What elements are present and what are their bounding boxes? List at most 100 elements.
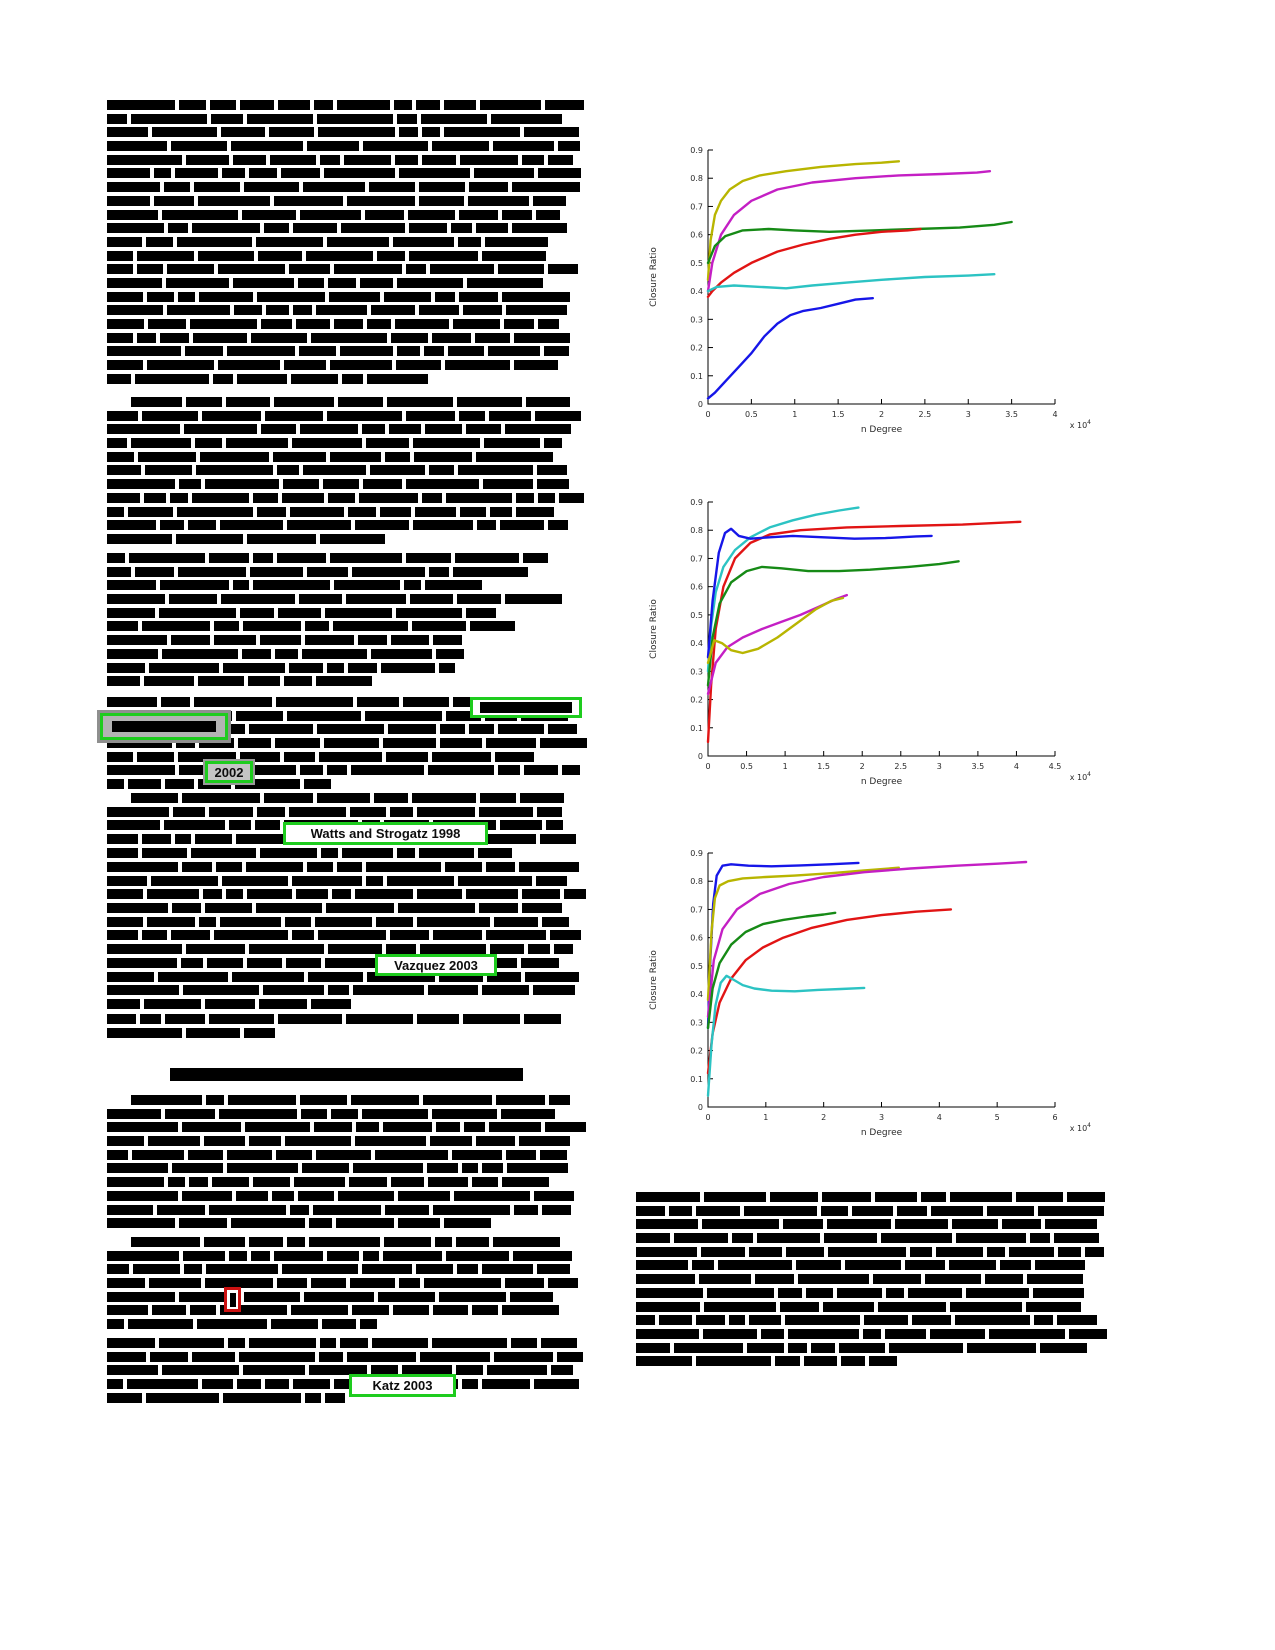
redacted-character — [229, 1292, 236, 1307]
citation-highlight-2002: 2002 — [205, 761, 253, 783]
redacted-text-line — [107, 1250, 587, 1261]
redacted-text-line — [107, 862, 587, 872]
redacted-text-line — [636, 1192, 1110, 1202]
redacted-text-block — [107, 553, 587, 690]
svg-text:x 104: x 104 — [1070, 1122, 1091, 1133]
citation-label: Watts and Strogatz 1998 — [310, 826, 461, 841]
redacted-text-line — [107, 738, 587, 749]
svg-text:0.5: 0.5 — [745, 410, 758, 419]
redacted-text-line — [107, 806, 587, 817]
redacted-citation-text — [111, 721, 217, 732]
redacted-text-block — [107, 765, 587, 792]
redacted-text-line — [107, 168, 587, 179]
redacted-text-block — [107, 1014, 587, 1041]
redacted-text-block — [107, 397, 587, 548]
redacted-text-block — [107, 100, 587, 387]
redacted-text-line — [107, 944, 587, 955]
svg-text:0.4: 0.4 — [690, 287, 703, 296]
redacted-text-line — [107, 451, 587, 462]
svg-text:1: 1 — [783, 762, 788, 771]
svg-text:1.5: 1.5 — [832, 410, 845, 419]
svg-text:2: 2 — [879, 410, 884, 419]
redacted-text-line — [636, 1342, 1110, 1353]
redacted-text-line — [131, 397, 587, 407]
svg-text:0.7: 0.7 — [690, 554, 703, 563]
svg-text:0.8: 0.8 — [690, 526, 703, 535]
svg-text:Closure Ratio: Closure Ratio — [649, 247, 659, 307]
svg-text:0.5: 0.5 — [740, 762, 753, 771]
redacted-text-line — [107, 332, 587, 343]
redacted-text-line — [107, 250, 587, 261]
redacted-text-line — [107, 957, 587, 968]
redacted-text-line — [636, 1274, 1110, 1285]
redacted-text-line — [107, 291, 587, 302]
svg-text:0: 0 — [698, 752, 703, 761]
redacted-text-line — [107, 778, 587, 789]
svg-text:0.2: 0.2 — [690, 344, 703, 353]
svg-text:4: 4 — [1014, 762, 1019, 771]
redacted-citation-text — [480, 702, 572, 713]
redacted-text-line — [107, 1338, 587, 1348]
redacted-text-line — [107, 566, 587, 577]
redacted-text-line — [107, 182, 587, 193]
svg-text:0.3: 0.3 — [690, 667, 703, 676]
redacted-text-line — [107, 1218, 587, 1229]
citation-label: 2002 — [214, 764, 244, 780]
svg-text:Closure Ratio: Closure Ratio — [649, 950, 659, 1010]
redacted-text-line — [107, 209, 587, 220]
redacted-text-line — [107, 533, 587, 544]
citation-label: Katz 2003 — [372, 1378, 433, 1393]
svg-text:0.7: 0.7 — [690, 905, 703, 914]
svg-text:n Degree: n Degree — [861, 777, 903, 787]
svg-text:0: 0 — [705, 762, 710, 771]
redacted-text-line — [107, 1365, 587, 1376]
redacted-text-line — [107, 1278, 587, 1289]
redacted-text-line — [636, 1233, 1110, 1244]
redacted-text-block — [107, 1095, 587, 1232]
svg-text:0.2: 0.2 — [690, 696, 703, 705]
redacted-text-line — [107, 1122, 587, 1133]
redacted-text-line — [107, 1379, 587, 1390]
redacted-text-line — [131, 1237, 587, 1247]
redacted-text-line — [107, 506, 587, 517]
redacted-text-line — [107, 1027, 587, 1038]
svg-text:0.9: 0.9 — [690, 146, 703, 155]
redacted-text-line — [107, 100, 587, 110]
redacted-text-line — [636, 1287, 1110, 1298]
redacted-text-line — [107, 847, 587, 858]
svg-text:0.3: 0.3 — [690, 1018, 703, 1027]
redacted-text-block — [636, 1192, 1110, 1370]
svg-text:0.1: 0.1 — [690, 724, 703, 733]
redacted-text-line — [107, 264, 587, 275]
redacted-text-line — [107, 635, 587, 646]
redacted-text-line — [107, 424, 587, 435]
svg-text:2.5: 2.5 — [894, 762, 907, 771]
redacted-text-line — [107, 889, 587, 900]
svg-text:0.1: 0.1 — [690, 372, 703, 381]
svg-text:x 104: x 104 — [1070, 419, 1091, 430]
svg-text:1: 1 — [792, 410, 797, 419]
redacted-text-line — [107, 580, 587, 591]
redacted-text-line — [107, 305, 587, 316]
redacted-text-block — [107, 862, 587, 1013]
svg-text:0.6: 0.6 — [690, 934, 703, 943]
redacted-text-line — [107, 971, 587, 982]
redacted-text-line — [107, 438, 587, 449]
svg-text:0.8: 0.8 — [690, 877, 703, 886]
redacted-text-line — [107, 1177, 587, 1188]
highlight-box-red — [224, 1287, 241, 1312]
redacted-text-line — [107, 765, 587, 775]
svg-text:0.5: 0.5 — [690, 259, 703, 268]
svg-text:4.5: 4.5 — [1049, 762, 1062, 771]
svg-text:0.1: 0.1 — [690, 1075, 703, 1084]
svg-text:Closure Ratio: Closure Ratio — [649, 599, 659, 659]
redacted-text-line — [636, 1315, 1110, 1326]
redacted-text-line — [107, 410, 587, 421]
redacted-text-line — [107, 1149, 587, 1160]
svg-text:3: 3 — [879, 1113, 884, 1122]
redacted-text-line — [107, 154, 587, 165]
svg-text:0: 0 — [698, 1103, 703, 1112]
redacted-text-line — [107, 916, 587, 927]
redacted-text-line — [107, 875, 587, 886]
redacted-text-line — [107, 621, 587, 632]
